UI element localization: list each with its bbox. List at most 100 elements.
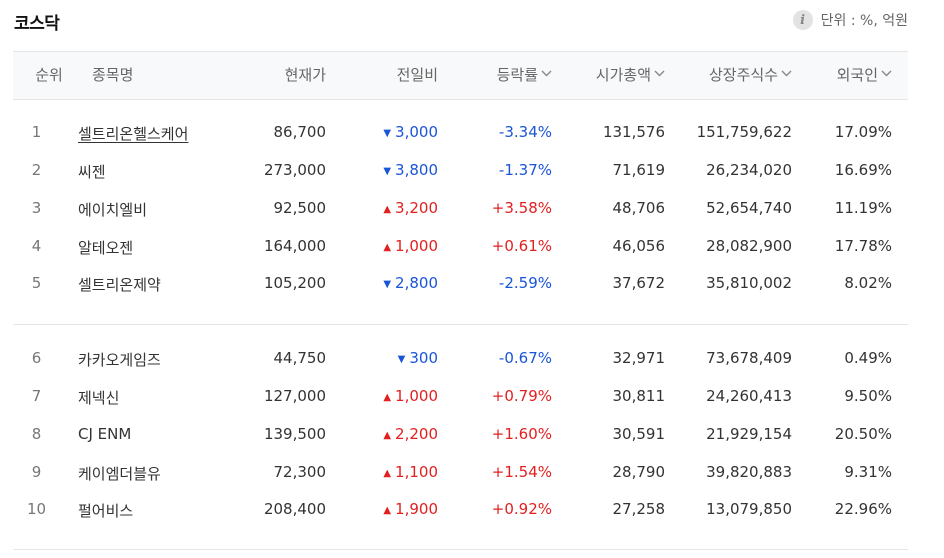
cap-value: 32,971	[612, 349, 666, 367]
cap-value: 46,056	[612, 237, 666, 255]
triangle-down-icon: ▼	[383, 279, 392, 290]
change-value: 1,900	[395, 500, 438, 518]
table-row-rank: 4	[31, 237, 42, 255]
triangle-down-icon: ▼	[383, 128, 392, 139]
cap-value: 131,576	[602, 123, 665, 141]
change-value: 1,100	[395, 463, 438, 481]
triangle-up-icon: ▲	[383, 468, 392, 479]
foreign-value: 17.09%	[834, 123, 892, 141]
unit-label: 단위 : %, 억원	[820, 13, 908, 29]
cap-value: 30,811	[612, 387, 666, 405]
shares-value: 151,759,622	[696, 123, 792, 141]
shares-value: 24,260,413	[706, 387, 792, 405]
rate-value: -1.37%	[498, 161, 552, 179]
price-value: 139,500	[263, 425, 326, 443]
cap-value: 37,672	[612, 274, 666, 292]
col-header-foreign-sort[interactable]: 외국인	[837, 52, 892, 99]
col-header-price: 현재가	[284, 66, 326, 84]
stock-name-link[interactable]: 셀트리온헬스케어	[78, 125, 189, 143]
price-value: 164,000	[263, 237, 326, 255]
triangle-down-icon: ▼	[397, 354, 406, 365]
triangle-down-icon: ▼	[383, 166, 392, 177]
triangle-up-icon: ▲	[383, 392, 392, 403]
shares-value: 26,234,020	[706, 161, 792, 179]
col-header-shares: 상장주식수	[708, 66, 778, 84]
change-cell: ▲ 1,100	[383, 463, 438, 481]
rate-value: +1.54%	[491, 463, 552, 481]
triangle-up-icon: ▲	[383, 242, 392, 253]
cap-value: 71,619	[612, 161, 666, 179]
stock-name-link[interactable]: 에이치엘비	[78, 201, 148, 219]
chevron-down-icon	[541, 70, 552, 77]
foreign-value: 20.50%	[834, 425, 892, 443]
change-cell: ▲ 3,200	[383, 199, 438, 217]
triangle-up-icon: ▲	[383, 505, 392, 516]
change-cell: ▼ 3,800	[383, 161, 438, 179]
rate-value: +1.60%	[491, 425, 552, 443]
col-header-foreign: 외국인	[836, 66, 878, 84]
header-divider	[13, 99, 908, 100]
rate-value: -2.59%	[498, 274, 552, 292]
rate-value: -3.34%	[498, 123, 552, 141]
change-value: 3,000	[395, 123, 438, 141]
stock-name-link[interactable]: 알테오젠	[78, 239, 134, 257]
table-row-rank: 2	[31, 161, 42, 179]
change-value: 300	[409, 349, 438, 367]
stock-name-link[interactable]: 케이엠더블유	[78, 465, 161, 483]
col-header-name: 종목명	[92, 66, 134, 84]
col-header-shares-sort[interactable]: 상장주식수	[709, 52, 792, 99]
rate-value: +0.79%	[491, 387, 552, 405]
table-bottom-border	[13, 549, 908, 550]
change-cell: ▼ 300	[398, 349, 438, 367]
change-value: 3,200	[395, 199, 438, 217]
table-row-rank: 10	[26, 500, 47, 518]
rate-value: +0.92%	[491, 500, 552, 518]
change-cell: ▲ 1,000	[383, 387, 438, 405]
shares-value: 13,079,850	[706, 500, 792, 518]
col-header-cap-sort[interactable]: 시가총액	[596, 52, 665, 99]
rate-value: +0.61%	[491, 237, 552, 255]
stock-name-link[interactable]: 셀트리온제약	[78, 276, 161, 294]
change-cell: ▲ 1,900	[383, 500, 438, 518]
col-header-rank: 순위	[35, 66, 63, 84]
cap-value: 30,591	[612, 425, 666, 443]
change-value: 1,000	[395, 387, 438, 405]
triangle-up-icon: ▲	[383, 204, 392, 215]
table-row-rank: 7	[31, 387, 42, 405]
unit-info: i 단위 : %, 억원	[792, 10, 908, 30]
group-divider	[13, 324, 908, 325]
col-header-rate: 등락률	[496, 66, 538, 84]
col-header-rate-sort[interactable]: 등락률	[497, 52, 552, 99]
price-value: 86,700	[273, 123, 327, 141]
stock-name-link[interactable]: 씨젠	[78, 163, 106, 181]
info-icon[interactable]: i	[792, 10, 813, 30]
table-row-rank: 5	[31, 274, 42, 292]
shares-value: 28,082,900	[706, 237, 792, 255]
shares-value: 52,654,740	[706, 199, 792, 217]
stock-name-link[interactable]: 카카오게임즈	[78, 351, 161, 369]
chevron-down-icon	[654, 70, 665, 77]
table-row-rank: 6	[31, 349, 42, 367]
table-row-rank: 3	[31, 199, 42, 217]
change-value: 3,800	[395, 161, 438, 179]
foreign-value: 22.96%	[834, 500, 892, 518]
price-value: 208,400	[263, 500, 326, 518]
cap-value: 48,706	[612, 199, 666, 217]
shares-value: 21,929,154	[706, 425, 792, 443]
stock-name-link[interactable]: 제넥신	[78, 389, 120, 407]
foreign-value: 16.69%	[834, 161, 892, 179]
foreign-value: 8.02%	[844, 274, 892, 292]
change-cell: ▲ 2,200	[383, 425, 438, 443]
col-header-cap: 시가총액	[595, 66, 651, 84]
price-value: 105,200	[263, 274, 326, 292]
stock-name-link[interactable]: CJ ENM	[78, 425, 132, 443]
table-row-rank: 1	[31, 123, 42, 141]
shares-value: 73,678,409	[706, 349, 792, 367]
table-header	[13, 52, 908, 99]
change-cell: ▼ 3,000	[383, 123, 438, 141]
table-row-rank: 9	[31, 463, 42, 481]
stock-name-link[interactable]: 펄어비스	[78, 502, 134, 520]
triangle-up-icon: ▲	[383, 430, 392, 441]
foreign-value: 9.50%	[844, 387, 892, 405]
price-value: 92,500	[273, 199, 327, 217]
